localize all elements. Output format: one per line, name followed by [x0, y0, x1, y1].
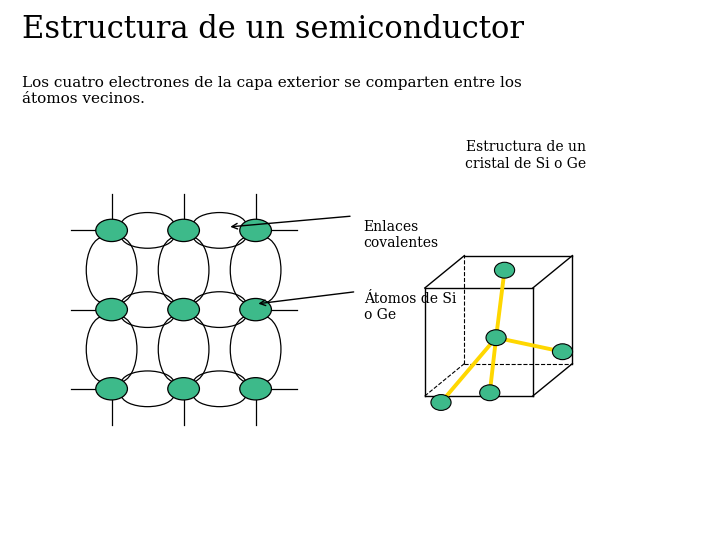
Ellipse shape — [96, 377, 127, 400]
Text: Estructura de un semiconductor: Estructura de un semiconductor — [22, 15, 523, 45]
Text: Los cuatro electrones de la capa exterior se comparten entre los
átomos vecinos.: Los cuatro electrones de la capa exterio… — [22, 76, 521, 106]
Ellipse shape — [96, 219, 127, 241]
Ellipse shape — [495, 262, 515, 278]
Text: Átomos de Si
o Ge: Átomos de Si o Ge — [364, 292, 456, 322]
Ellipse shape — [480, 385, 500, 401]
Ellipse shape — [168, 299, 199, 321]
Ellipse shape — [168, 219, 199, 241]
Ellipse shape — [240, 299, 271, 321]
Ellipse shape — [240, 377, 271, 400]
Ellipse shape — [240, 219, 271, 241]
Ellipse shape — [168, 377, 199, 400]
Text: Enlaces
covalentes: Enlaces covalentes — [364, 220, 438, 250]
Ellipse shape — [552, 344, 572, 360]
Ellipse shape — [486, 330, 506, 346]
Text: Estructura de un
cristal de Si o Ge: Estructura de un cristal de Si o Ge — [465, 140, 586, 171]
Ellipse shape — [96, 299, 127, 321]
Ellipse shape — [431, 395, 451, 410]
